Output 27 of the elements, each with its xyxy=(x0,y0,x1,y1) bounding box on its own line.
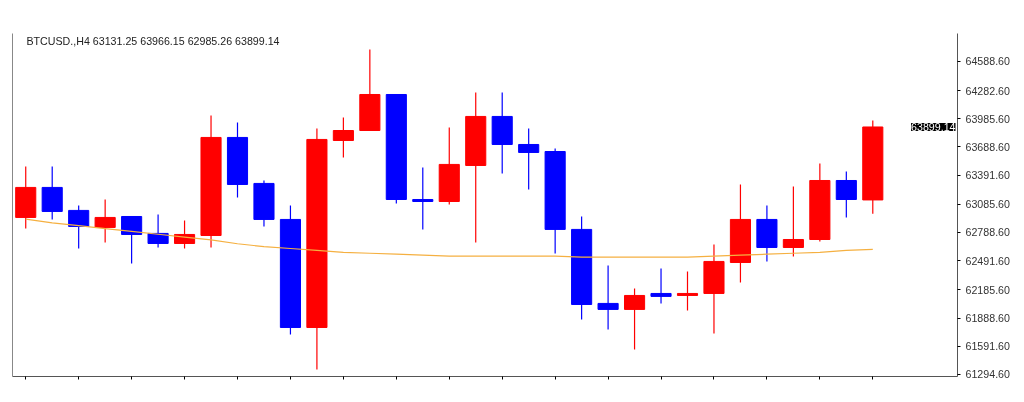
y-tick-label: 63688.60 xyxy=(965,140,1011,153)
candlestick xyxy=(597,264,619,331)
text: 63899.14 xyxy=(911,120,956,133)
candlestick xyxy=(121,215,143,265)
y-tick-label: 62491.60 xyxy=(965,254,1011,267)
y-tick-label: 63085.60 xyxy=(965,198,1011,211)
candlestick xyxy=(624,287,646,351)
candlestick xyxy=(676,270,699,312)
candlestick xyxy=(332,116,354,159)
y-tick-label: 63985.60 xyxy=(965,112,1011,125)
y-tick-label: 64588.60 xyxy=(965,55,1011,68)
candlestick xyxy=(68,204,90,250)
candlestick xyxy=(412,166,434,231)
y-tick-label: 62788.60 xyxy=(965,226,1011,239)
candlestick xyxy=(518,127,540,191)
candlestick xyxy=(650,267,672,305)
y-tick-label: 63391.60 xyxy=(965,169,1011,182)
y-tick-label: 64282.60 xyxy=(965,84,1011,97)
candlestick xyxy=(782,185,804,258)
y-tick-label: 61591.60 xyxy=(965,340,1011,353)
candlestick xyxy=(94,198,116,244)
chart-title: BTCUSD.,H4 63131.25 63966.15 62985.26 63899.14 xyxy=(26,34,280,47)
candlestick xyxy=(835,170,857,219)
candlestick xyxy=(147,213,169,249)
y-tick-label: 62185.60 xyxy=(965,283,1011,296)
y-tick-label: 61294.60 xyxy=(965,368,1011,381)
y-tick-label: 61888.60 xyxy=(965,312,1011,325)
